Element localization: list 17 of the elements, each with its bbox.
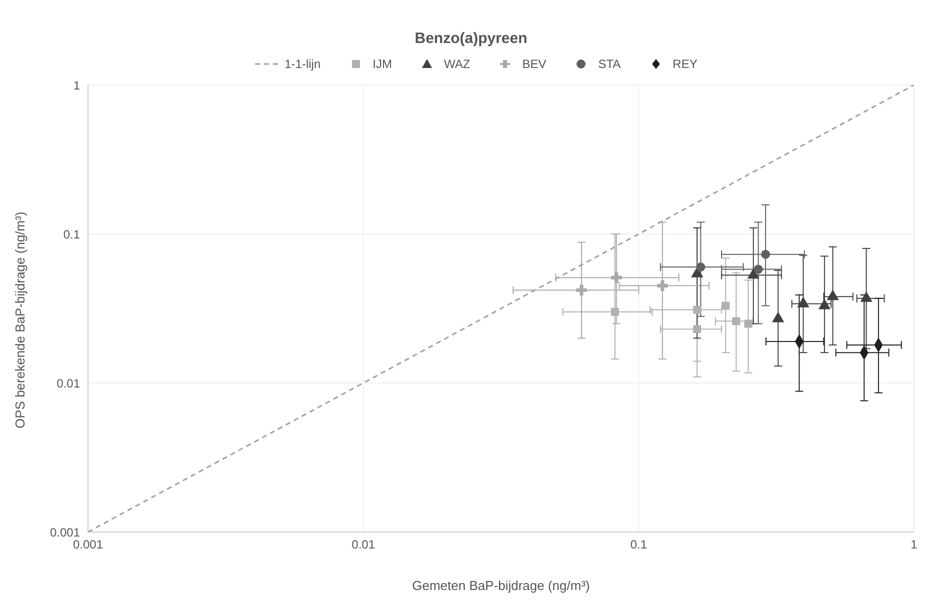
x-axis-title: Gemeten BaP-bijdrage (ng/m³)	[412, 578, 590, 593]
y-tick-label: 0.1	[63, 227, 80, 242]
legend-label: BEV	[521, 57, 546, 71]
y-axis-title: OPS berekende BaP-bijdrage (ng/m³)	[12, 212, 28, 428]
legend-label: STA	[597, 57, 621, 71]
x-tick-label: 0.001	[72, 538, 104, 552]
legend-label: REY	[672, 57, 698, 71]
x-tick-label: 0.01	[352, 538, 376, 552]
chart-title: Benzo(a)pyreen	[414, 29, 528, 47]
x-tick-label: 1	[910, 538, 918, 552]
legend-label: WAZ	[442, 57, 470, 71]
legend-label: IJM	[372, 57, 392, 71]
y-tick-label: 0.01	[56, 376, 80, 390]
x-tick-label: 0.1	[630, 538, 648, 552]
y-tick-label: 0.001	[50, 525, 80, 540]
y-tick-label: 1	[73, 78, 80, 92]
legend-label: 1-1-lijn	[284, 57, 321, 71]
